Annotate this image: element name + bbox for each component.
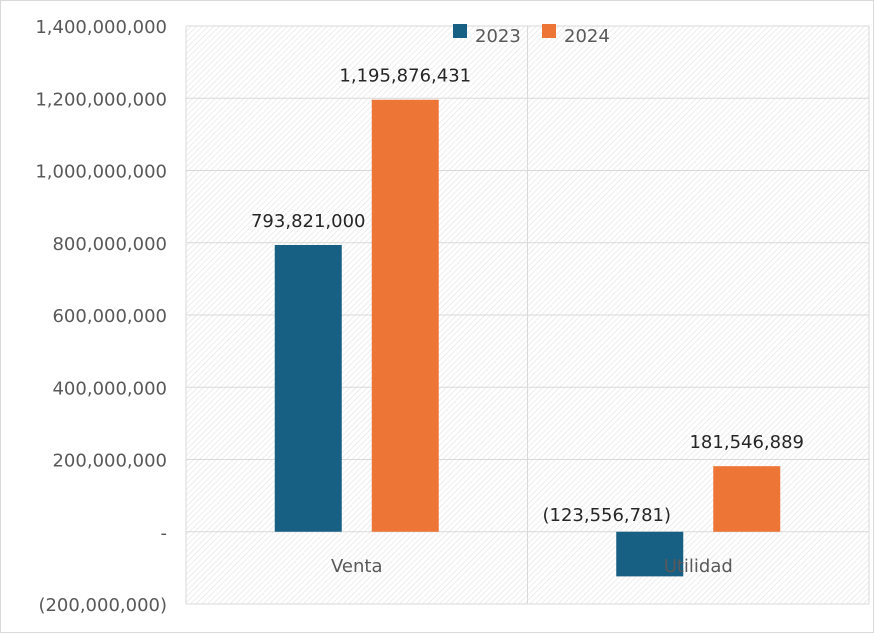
bar-2023-venta — [274, 244, 342, 532]
category-label: Utilidad — [664, 556, 733, 577]
bar-2024-venta — [371, 99, 439, 532]
bar-2024-utilidad — [713, 466, 781, 532]
legend-label: 2023 — [475, 26, 521, 47]
data-label: (123,556,781) — [542, 505, 671, 526]
y-tick-label: 200,000,000 — [52, 451, 167, 472]
legend-swatch — [542, 24, 556, 38]
data-label: 1,195,876,431 — [339, 66, 471, 87]
data-label: 181,546,889 — [689, 432, 804, 453]
bars — [274, 99, 781, 577]
x-axis: Venta Utilidad — [331, 556, 733, 577]
legend: 2023 2024 — [453, 24, 610, 47]
y-tick-label: 800,000,000 — [52, 234, 167, 255]
data-labels: 793,821,000 1,195,876,431 (123,556,781) 181… — [251, 66, 804, 526]
y-tick-label: (200,000,000) — [38, 595, 167, 616]
y-tick-label: 400,000,000 — [52, 378, 167, 399]
y-tick-label: 1,400,000,000 — [35, 17, 167, 38]
legend-swatch — [453, 24, 467, 38]
legend-label: 2024 — [564, 26, 610, 47]
category-label: Venta — [331, 556, 383, 577]
y-tick-label: 1,000,000,000 — [35, 162, 167, 183]
y-tick-label: 600,000,000 — [52, 306, 167, 327]
bar-2023-utilidad — [616, 531, 684, 577]
y-axis: 1,400,000,000 1,200,000,000 1,000,000,000 8… — [35, 17, 167, 616]
y-tick-label: 1,200,000,000 — [35, 89, 167, 110]
data-label: 793,821,000 — [251, 211, 366, 232]
y-tick-label: - — [161, 523, 168, 544]
